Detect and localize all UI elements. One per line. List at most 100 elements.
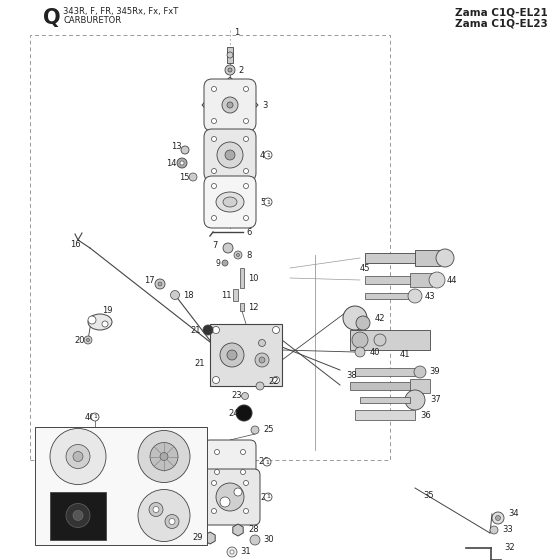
Circle shape — [227, 52, 233, 58]
Circle shape — [273, 326, 279, 334]
Text: 34: 34 — [508, 510, 519, 519]
Circle shape — [138, 489, 190, 542]
Text: 1: 1 — [266, 494, 270, 500]
Circle shape — [227, 102, 233, 108]
Circle shape — [244, 137, 249, 142]
Circle shape — [251, 426, 259, 434]
Text: 39: 39 — [429, 367, 440, 376]
Polygon shape — [202, 77, 258, 133]
Text: Q: Q — [43, 8, 61, 28]
Text: 35: 35 — [423, 492, 433, 501]
Circle shape — [236, 254, 240, 256]
Bar — [227, 47, 233, 63]
Bar — [50, 492, 106, 539]
Text: 1: 1 — [265, 460, 269, 464]
Circle shape — [150, 442, 178, 470]
Circle shape — [250, 535, 260, 545]
FancyBboxPatch shape — [204, 440, 256, 484]
Text: 6: 6 — [246, 227, 251, 236]
Circle shape — [356, 316, 370, 330]
Text: Zama C1Q-EL21: Zama C1Q-EL21 — [455, 7, 548, 17]
Text: 45: 45 — [360, 264, 371, 273]
Text: 2: 2 — [238, 66, 243, 74]
Circle shape — [264, 151, 272, 159]
Text: 27: 27 — [260, 492, 270, 502]
Circle shape — [73, 511, 83, 520]
Text: 11: 11 — [221, 291, 231, 300]
Circle shape — [234, 488, 242, 496]
Circle shape — [212, 86, 217, 91]
Circle shape — [263, 458, 271, 466]
Text: 32: 32 — [504, 544, 515, 553]
Polygon shape — [233, 524, 243, 536]
Text: 21: 21 — [194, 358, 204, 367]
Circle shape — [212, 119, 217, 124]
Circle shape — [212, 216, 217, 221]
Circle shape — [223, 243, 233, 253]
Circle shape — [264, 493, 272, 501]
Circle shape — [66, 445, 90, 469]
Circle shape — [50, 428, 106, 484]
FancyBboxPatch shape — [200, 469, 260, 525]
Circle shape — [73, 451, 83, 461]
Text: 343R, F, FR, 345Rx, Fx, FxT: 343R, F, FR, 345Rx, Fx, FxT — [63, 7, 178, 16]
Circle shape — [214, 469, 220, 474]
Text: 1: 1 — [266, 152, 270, 157]
Ellipse shape — [216, 192, 244, 212]
Circle shape — [180, 161, 184, 165]
FancyBboxPatch shape — [204, 176, 256, 228]
Circle shape — [408, 289, 422, 303]
Circle shape — [189, 173, 197, 181]
Bar — [232, 289, 237, 301]
FancyBboxPatch shape — [204, 129, 256, 181]
Bar — [360, 397, 410, 403]
Circle shape — [496, 516, 501, 520]
Circle shape — [84, 336, 92, 344]
Circle shape — [217, 142, 243, 168]
Circle shape — [244, 86, 249, 91]
Text: 18: 18 — [183, 291, 194, 300]
Text: 1: 1 — [266, 199, 270, 204]
Text: 21: 21 — [190, 325, 200, 334]
Circle shape — [429, 272, 445, 288]
Circle shape — [86, 338, 90, 342]
Text: 38: 38 — [346, 371, 357, 380]
Circle shape — [405, 390, 425, 410]
Bar — [365, 253, 425, 263]
Text: 26: 26 — [258, 458, 269, 466]
Text: 15: 15 — [179, 172, 189, 181]
Circle shape — [492, 512, 504, 524]
Text: 41: 41 — [400, 349, 410, 358]
Bar — [210, 324, 282, 386]
Circle shape — [212, 376, 220, 384]
Ellipse shape — [88, 314, 112, 330]
Circle shape — [230, 550, 234, 554]
Circle shape — [436, 249, 454, 267]
Text: 7: 7 — [212, 240, 217, 250]
Bar — [240, 303, 244, 311]
Text: 22: 22 — [268, 377, 278, 386]
Text: 13: 13 — [171, 142, 181, 151]
Text: 5: 5 — [260, 198, 265, 207]
Text: 29: 29 — [192, 534, 203, 543]
Text: 4: 4 — [260, 151, 265, 160]
Circle shape — [225, 150, 235, 160]
Text: 24: 24 — [228, 408, 239, 418]
Ellipse shape — [223, 197, 237, 207]
Text: 14: 14 — [166, 158, 176, 167]
Circle shape — [255, 353, 269, 367]
Circle shape — [160, 452, 168, 460]
Text: 43: 43 — [425, 292, 436, 301]
Text: 33: 33 — [502, 525, 513, 534]
Circle shape — [343, 306, 367, 330]
Circle shape — [490, 526, 498, 534]
Bar — [365, 276, 415, 284]
Circle shape — [165, 515, 179, 529]
Text: 9: 9 — [215, 259, 220, 268]
Circle shape — [259, 339, 265, 347]
Circle shape — [220, 343, 244, 367]
FancyBboxPatch shape — [204, 79, 256, 131]
Circle shape — [240, 469, 245, 474]
Text: 1: 1 — [93, 414, 97, 419]
Text: 40: 40 — [370, 348, 380, 357]
